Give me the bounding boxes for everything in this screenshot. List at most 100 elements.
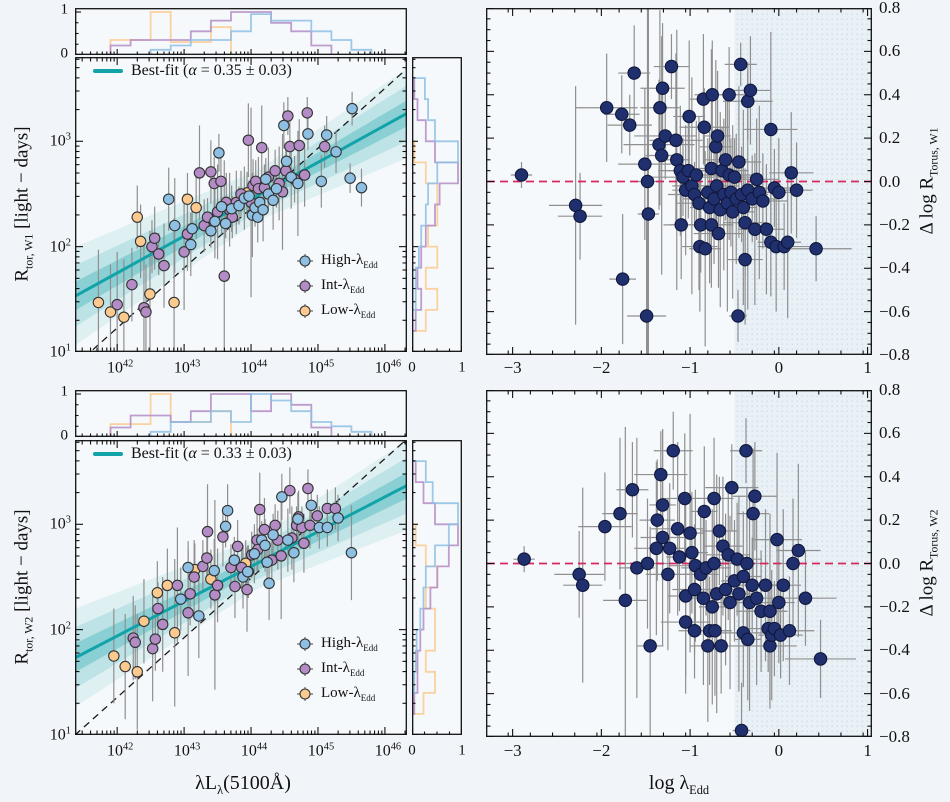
legend-item-high: High-λEdd xyxy=(295,635,378,653)
high-edd-marker-icon xyxy=(297,254,313,268)
data-point xyxy=(758,578,773,592)
data-point xyxy=(284,484,296,497)
data-point xyxy=(701,639,715,653)
data-point xyxy=(654,467,668,482)
data-point xyxy=(111,298,123,311)
data-point xyxy=(618,593,633,608)
data-point xyxy=(739,443,753,458)
data-point xyxy=(736,200,751,215)
y-tick-label: 0.0 xyxy=(879,553,901,573)
data-point xyxy=(304,519,316,532)
data-point xyxy=(257,204,269,216)
x-axis-label-luminosity: λLλ(5100Å) xyxy=(195,772,291,797)
data-point xyxy=(748,222,762,236)
data-point xyxy=(764,122,778,137)
data-point xyxy=(201,552,213,564)
bestfit-label-w2: Best-fit (α = 0.33 ± 0.03) xyxy=(93,445,292,463)
data-point xyxy=(640,174,655,189)
data-point xyxy=(168,627,181,639)
data-point xyxy=(184,588,196,600)
data-point xyxy=(613,506,627,521)
y-tick-label: −0.2 xyxy=(879,214,910,234)
legend-label: High-λEdd xyxy=(321,635,378,653)
data-point xyxy=(315,175,328,188)
data-point xyxy=(152,248,165,260)
legend-item-int: Int-λEdd xyxy=(295,660,378,678)
high-edd-histogram xyxy=(412,460,459,714)
data-point xyxy=(666,443,680,458)
data-point xyxy=(638,157,652,171)
data-point xyxy=(791,543,806,558)
data-point xyxy=(696,591,711,605)
data-point xyxy=(185,238,197,251)
data-point xyxy=(298,537,310,550)
legend-item-low: Low-λEdd xyxy=(295,302,378,320)
w2-top-histogram-panel xyxy=(75,390,407,437)
data-point xyxy=(193,610,205,622)
data-point xyxy=(318,140,331,153)
data-point xyxy=(178,246,190,258)
data-point xyxy=(714,639,728,653)
bestfit-line-swatch xyxy=(93,452,123,456)
data-point xyxy=(241,583,253,596)
data-point xyxy=(748,489,762,504)
x-axis-label-eddington: log λEdd xyxy=(648,772,710,797)
data-point xyxy=(623,118,637,132)
y-tick-label: 101 xyxy=(49,725,71,744)
data-point xyxy=(302,128,314,140)
data-point xyxy=(270,182,283,195)
data-point xyxy=(707,556,721,571)
data-point xyxy=(242,134,255,146)
hist-tick-label: 0 xyxy=(408,742,416,759)
legend-label: Low-λEdd xyxy=(321,685,376,703)
w2-residual-panel xyxy=(486,390,872,737)
data-point xyxy=(723,595,737,610)
data-point xyxy=(168,219,181,232)
data-point xyxy=(261,556,273,568)
data-point xyxy=(205,225,217,237)
data-point xyxy=(707,491,721,506)
panel-border xyxy=(486,8,872,355)
data-point xyxy=(171,579,184,592)
residual-points xyxy=(517,443,828,737)
data-point xyxy=(738,215,752,230)
data-point xyxy=(256,141,268,154)
x-tick-label: 1044 xyxy=(240,741,268,760)
data-point xyxy=(697,120,712,135)
x-tick-label: −1 xyxy=(681,741,700,760)
panel-border xyxy=(412,57,462,352)
data-point xyxy=(344,172,356,184)
y-tick-label: 0.8 xyxy=(879,0,901,17)
data-point xyxy=(698,241,712,256)
w1-right-histogram-panel xyxy=(412,57,462,352)
data-point xyxy=(201,525,214,538)
x-tick-label: 1043 xyxy=(173,358,201,377)
data-point xyxy=(643,639,657,653)
data-point xyxy=(639,309,654,323)
data-point xyxy=(682,109,696,124)
hist-tick-label: 1 xyxy=(458,742,466,759)
data-point xyxy=(229,580,241,593)
data-point xyxy=(772,595,786,610)
data-point xyxy=(209,589,221,601)
data-point xyxy=(722,88,736,102)
y-tick-label: 103 xyxy=(49,131,71,150)
data-point xyxy=(219,217,232,230)
y-axis-label-w2: Rtor, W2 [light − days] xyxy=(11,509,36,665)
x-tick-label: 1044 xyxy=(240,358,268,377)
data-point xyxy=(641,207,656,221)
data-point xyxy=(615,107,629,122)
data-point xyxy=(704,218,719,232)
x-tick-label: 1 xyxy=(863,741,872,760)
y-tick-label: −0.4 xyxy=(879,258,910,278)
y-tick-label: 102 xyxy=(49,619,71,639)
data-point xyxy=(683,526,697,540)
x-tick-label: 1043 xyxy=(173,741,201,760)
data-point xyxy=(144,288,156,300)
data-point xyxy=(685,545,699,560)
data-point xyxy=(763,604,777,618)
data-point xyxy=(670,522,685,536)
data-point xyxy=(678,491,692,506)
legend-item-int: Int-λEdd xyxy=(295,277,378,295)
panel-border xyxy=(75,57,407,352)
